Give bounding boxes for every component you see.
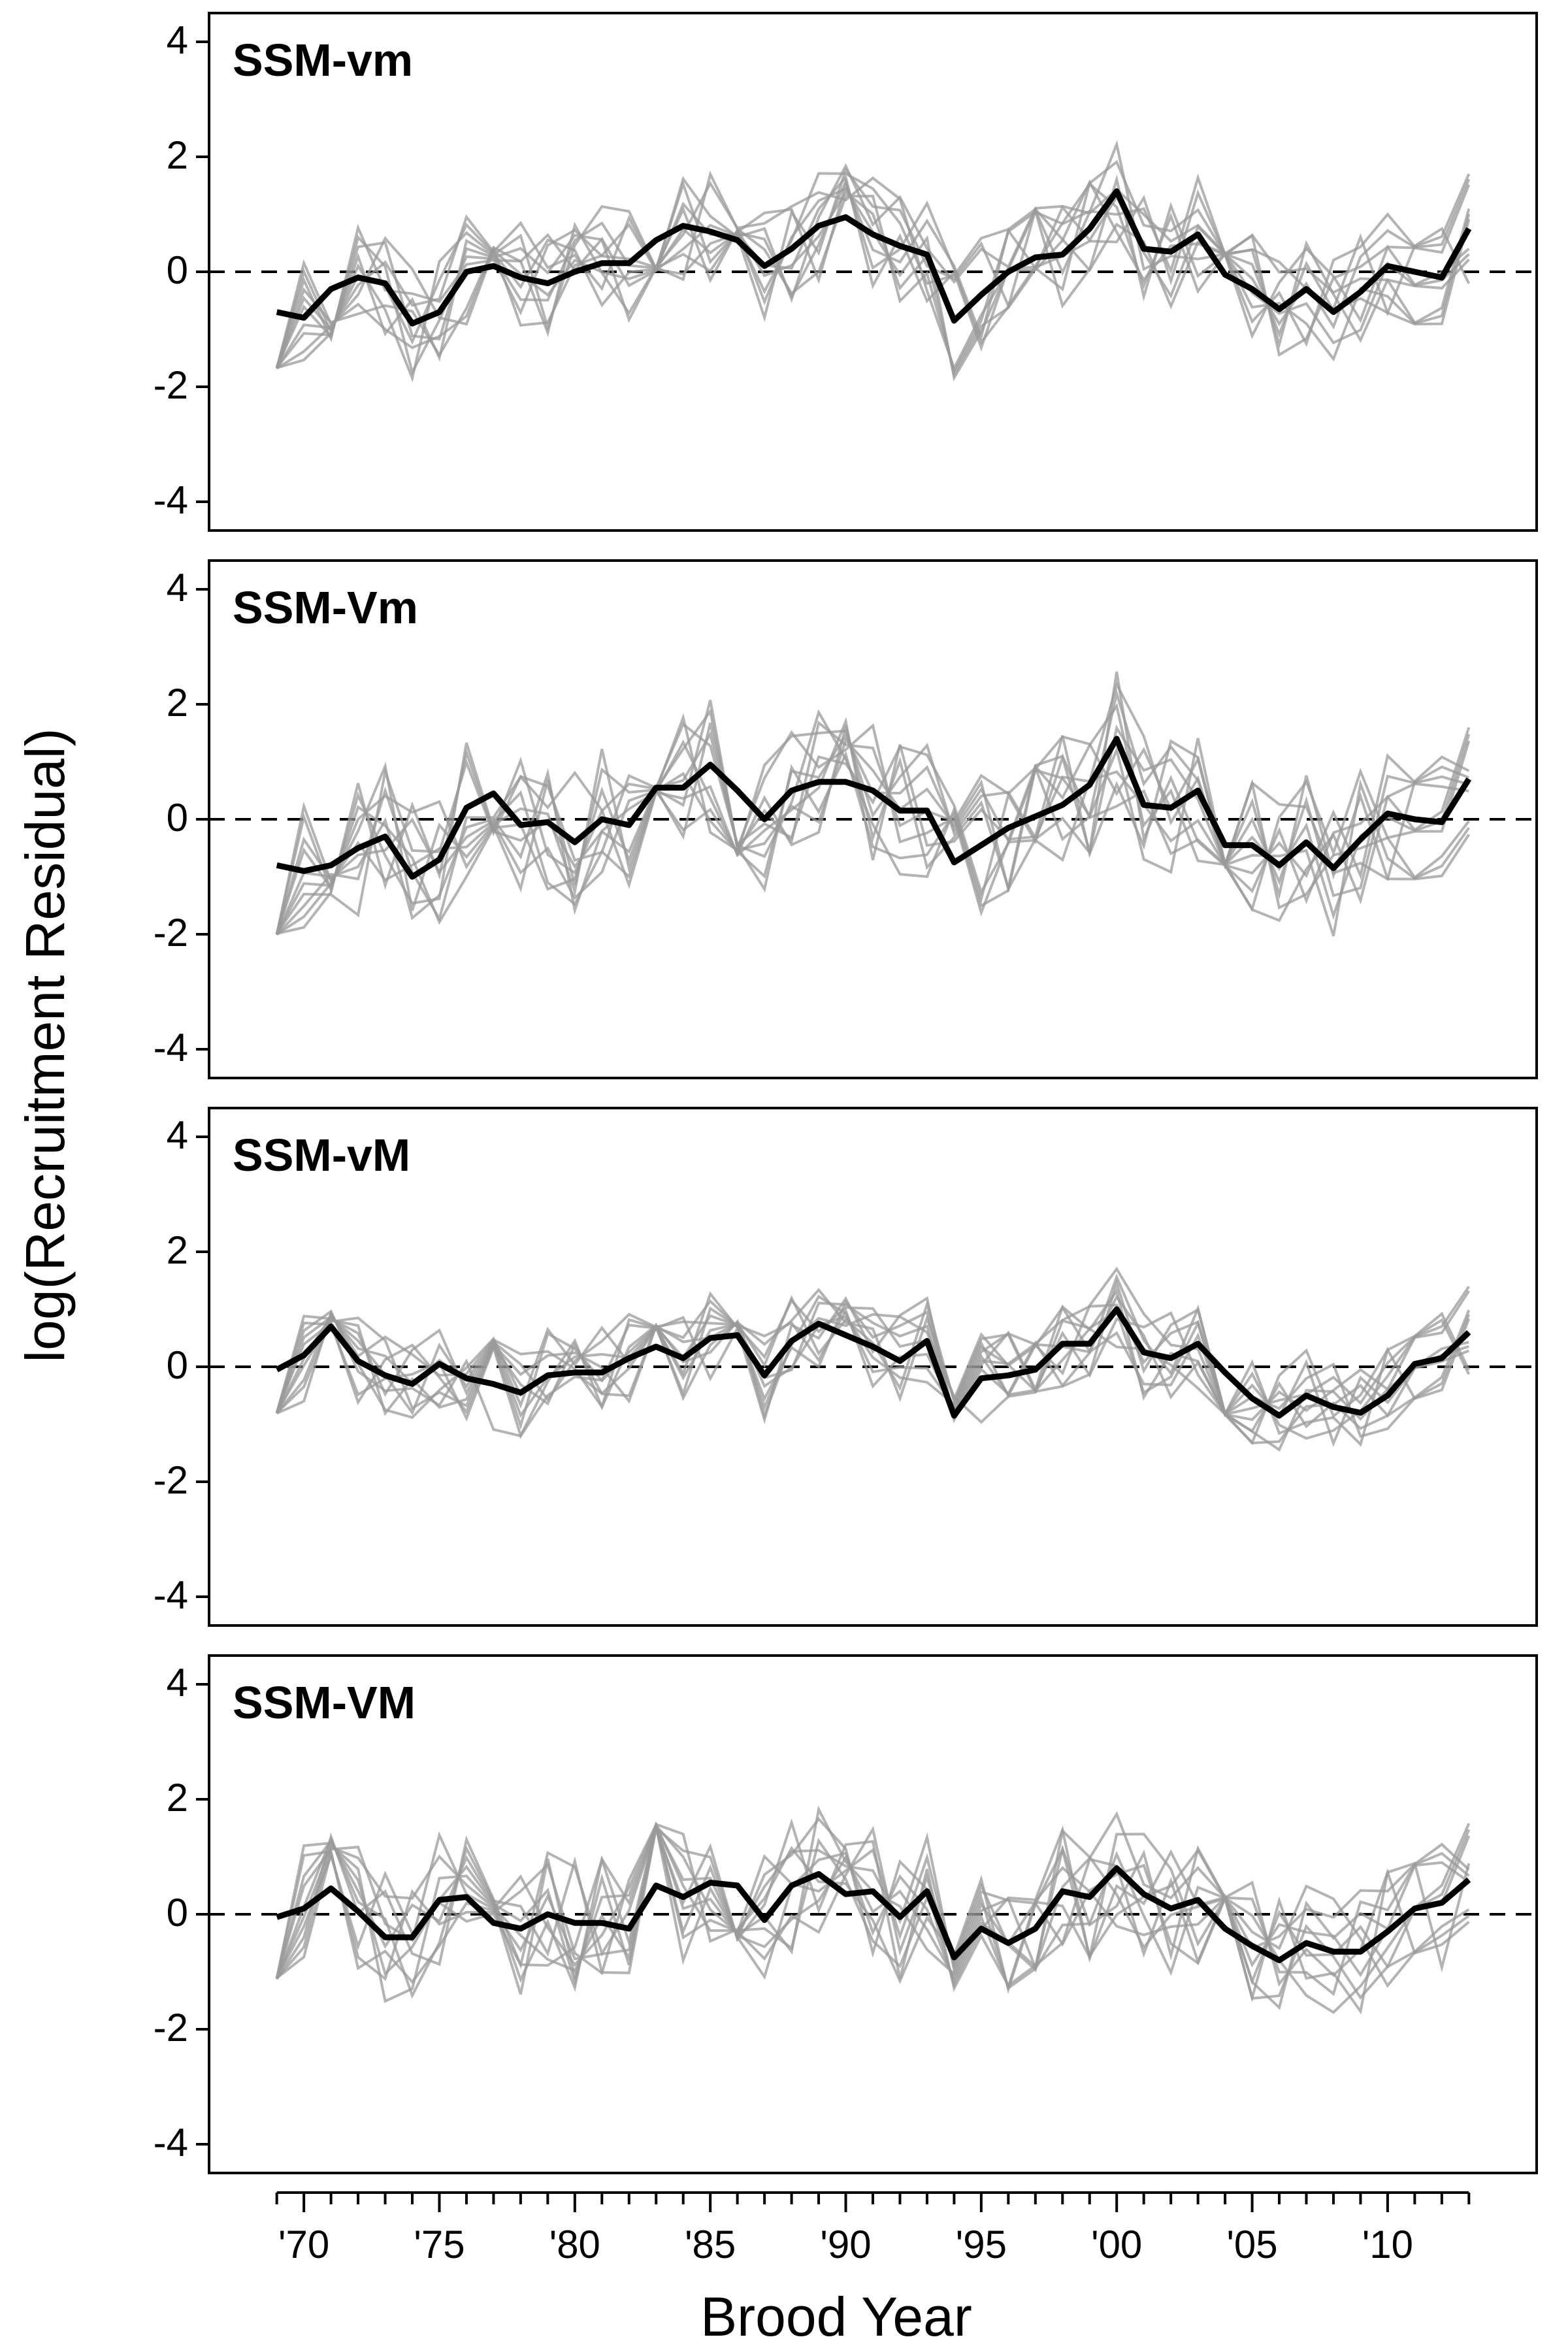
y-tick-label: 4 (167, 1113, 188, 1157)
panel-ssm-vm: 4 2 0 -2 -4 SSM-VM (154, 1654, 1538, 2174)
y-tick-label: 4 (167, 1661, 188, 1705)
population-series-line (275, 176, 1471, 372)
panel-ssm-vm: 4 2 0 -2 -4 SSM-vM (154, 1107, 1538, 1627)
population-series-line (275, 1307, 1469, 1448)
y-tick-label: 4 (167, 18, 188, 62)
population-series-line (275, 1309, 1471, 1445)
x-tick-label: '00 (1091, 2223, 1142, 2266)
y-tick-label: 2 (167, 681, 188, 725)
population-series-line (276, 671, 1470, 935)
mean-series-line (276, 188, 1472, 327)
x-axis-title: Brood Year (700, 2286, 972, 2347)
population-series-line (276, 1818, 1470, 2010)
population-series-line (275, 1273, 1470, 1452)
x-tick-label: '75 (414, 2223, 465, 2266)
mean-series-line (275, 1306, 1471, 1419)
y-axis-title: log(Recruitment Residual) (14, 728, 76, 1362)
mean-series-line (276, 736, 1472, 880)
population-series-line (275, 170, 1471, 376)
population-series-line (275, 1822, 1471, 2015)
panel-label: SSM-vM (233, 1130, 410, 1181)
y-tick-label: -2 (154, 2006, 188, 2050)
x-tick-label: '85 (685, 2223, 736, 2266)
x-tick-label: '90 (820, 2223, 871, 2266)
panel-label: SSM-Vm (233, 582, 418, 633)
x-tick-label: '70 (278, 2223, 329, 2266)
y-tick-label: 2 (167, 133, 188, 177)
y-tick-label: 0 (167, 796, 188, 840)
population-series-line (276, 688, 1470, 934)
population-series-line (275, 1286, 1470, 1440)
x-tick-label: '10 (1362, 2223, 1413, 2266)
population-series-line (276, 1288, 1470, 1445)
mean-series-line (276, 1865, 1471, 1963)
y-tick-label: -2 (154, 1458, 188, 1502)
population-series-line (275, 140, 1470, 369)
x-tick-label: '05 (1226, 2223, 1277, 2266)
y-tick-label: -2 (154, 911, 188, 955)
y-tick-label: -4 (154, 1573, 188, 1617)
x-axis: '70 '75 '80 '85 '90 '95 '00 '05 '10 (275, 2191, 1471, 2266)
panel-ssm-vm: 4 2 0 -2 -4 SSM-vm (154, 12, 1538, 532)
y-tick-label: -4 (154, 2121, 188, 2164)
y-tick-label: 0 (167, 248, 188, 292)
population-series-line (276, 717, 1469, 936)
y-tick-label: -2 (154, 363, 188, 407)
panel-label: SSM-VM (233, 1677, 416, 1728)
panel-ssm-vm: 4 2 0 -2 -4 SSM-Vm (154, 559, 1538, 1079)
y-tick-label: -4 (154, 478, 188, 522)
y-tick-label: 2 (167, 1776, 188, 1820)
panels: 420-2-4SSM-vm420-2-4SSM-Vm420-2-4SSM-vM4… (154, 12, 1538, 2266)
y-tick-label: 2 (167, 1228, 188, 1272)
population-series-line (275, 1823, 1470, 1991)
y-tick-label: -4 (154, 1026, 188, 1070)
population-series-line (276, 1821, 1470, 1985)
population-series-line (275, 1816, 1471, 2000)
population-series-line (275, 1821, 1470, 1988)
y-tick-label: 0 (167, 1343, 188, 1387)
population-series-line (276, 174, 1471, 369)
y-tick-label: 4 (167, 566, 188, 610)
y-tick-label: 0 (167, 1891, 188, 1935)
x-tick-label: '80 (549, 2223, 600, 2266)
population-series-line (275, 1294, 1471, 1438)
panel-label: SSM-vm (233, 35, 413, 86)
x-tick-label: '95 (956, 2223, 1007, 2266)
